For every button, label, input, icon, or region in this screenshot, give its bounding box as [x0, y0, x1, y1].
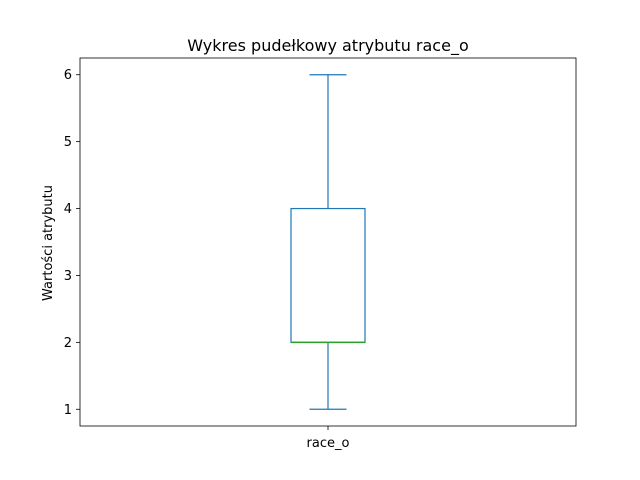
y-tick-label: 5	[64, 135, 72, 150]
y-tick-label: 4	[64, 202, 72, 217]
axes-frame	[79, 57, 577, 427]
y-tick-label: 3	[64, 269, 72, 284]
y-tick-label: 6	[64, 68, 72, 83]
y-tick-label: 2	[64, 336, 72, 351]
y-axis-label: Wartości atrybutu	[41, 185, 56, 301]
y-tick-label: 1	[64, 403, 72, 418]
plot-area: 1 2 3 4 5 6 race_o	[64, 57, 577, 451]
x-tick-label: race_o	[307, 436, 350, 451]
chart-title: Wykres pudełkowy atrybutu race_o	[187, 36, 468, 56]
